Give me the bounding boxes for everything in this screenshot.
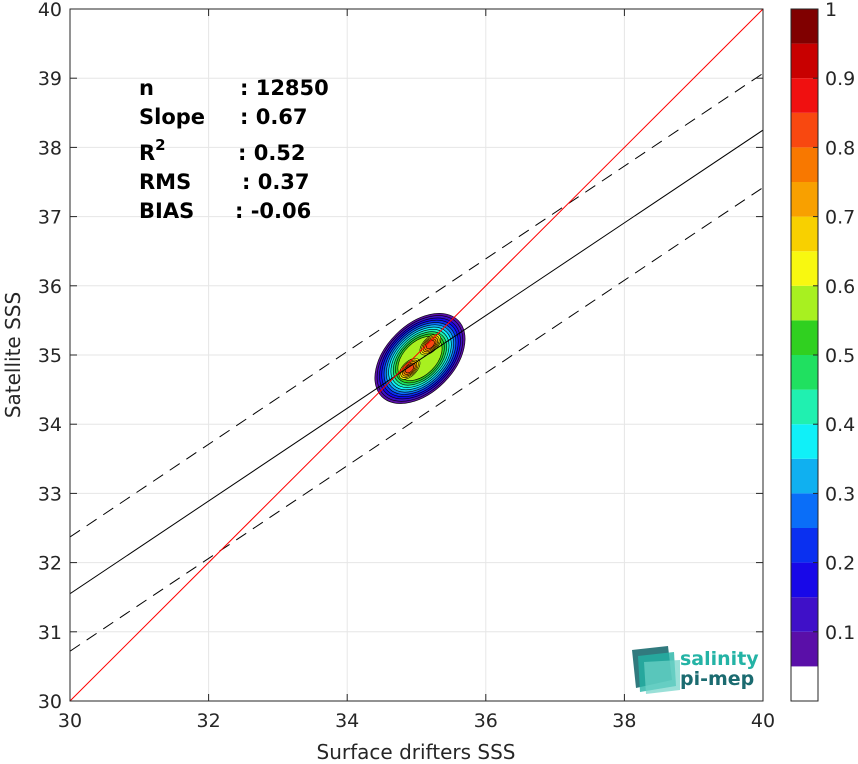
stat-label: n bbox=[139, 76, 154, 100]
colorbar-tick-label: 1 bbox=[825, 0, 837, 21]
colorbar-segment bbox=[791, 9, 818, 44]
colorbar-segment bbox=[791, 43, 818, 79]
y-tick-label: 31 bbox=[38, 622, 62, 644]
colorbar-segment bbox=[791, 78, 818, 113]
stat-value: : 0.52 bbox=[238, 141, 306, 165]
colorbar-segment bbox=[791, 597, 818, 632]
colorbar-segment bbox=[791, 562, 818, 598]
y-tick-label: 40 bbox=[38, 0, 62, 21]
stat-value: : 0.37 bbox=[242, 170, 310, 194]
colorbar-segment bbox=[791, 666, 818, 701]
stat-label: BIAS bbox=[139, 199, 194, 223]
x-tick-label: 40 bbox=[751, 710, 775, 732]
colorbar-tick-label: 0.7 bbox=[825, 207, 855, 229]
x-axis-label: Surface drifters SSS bbox=[317, 740, 516, 764]
y-tick-label: 35 bbox=[38, 345, 62, 367]
y-axis-label: Satellite SSS bbox=[1, 292, 25, 418]
colorbar-segment bbox=[791, 112, 818, 148]
identity-line bbox=[70, 9, 763, 701]
stat-label: RMS bbox=[139, 170, 191, 194]
y-tick-label: 30 bbox=[38, 691, 62, 713]
colorbar-segment bbox=[791, 389, 818, 425]
colorbar-tick-label: 0.5 bbox=[825, 345, 855, 367]
colorbar-segment bbox=[791, 285, 818, 321]
stat-label: Slope bbox=[139, 105, 205, 129]
colorbar-segment bbox=[791, 528, 818, 563]
salinity-pi-mep-logo: salinity pi-mep bbox=[632, 646, 759, 694]
y-tick-label: 37 bbox=[38, 207, 62, 229]
colorbar-tick-label: 0.6 bbox=[825, 276, 855, 298]
stat-value: : 0.67 bbox=[240, 105, 308, 129]
colorbar-segment bbox=[791, 458, 818, 494]
y-tick-label: 39 bbox=[38, 68, 62, 90]
reference-lines bbox=[70, 9, 763, 701]
x-tick-label: 38 bbox=[612, 710, 636, 732]
colorbar-tick-label: 0.8 bbox=[825, 137, 855, 159]
logo-wave-icon bbox=[632, 646, 680, 694]
y-tick-label: 36 bbox=[38, 276, 62, 298]
logo-line2: pi-mep bbox=[680, 668, 754, 690]
stat-value: : -0.06 bbox=[235, 199, 311, 223]
stat-value: : 12850 bbox=[240, 76, 329, 100]
density-peak-contour bbox=[405, 364, 414, 374]
colorbar-tick-label: 0.1 bbox=[825, 622, 855, 644]
colorbar-tick-label: 0.3 bbox=[825, 483, 855, 505]
colorbar: 0.1 0.2 0.3 0.4 0.5 0.6 0.7 0.8 0.9 1 bbox=[790, 0, 855, 702]
x-tick-label: 30 bbox=[58, 710, 82, 732]
colorbar-segment bbox=[791, 355, 818, 390]
colorbar-segment bbox=[791, 320, 818, 355]
y-axis-ticks: 30 31 32 33 34 35 36 37 38 39 40 bbox=[38, 0, 763, 713]
colorbar-segment bbox=[791, 493, 818, 528]
stat-superscript: 2 bbox=[155, 136, 165, 154]
y-tick-label: 32 bbox=[38, 553, 62, 575]
colorbar-segment bbox=[791, 216, 818, 252]
x-tick-label: 32 bbox=[197, 710, 221, 732]
x-tick-label: 36 bbox=[474, 710, 498, 732]
y-tick-label: 34 bbox=[38, 414, 62, 436]
colorbar-segment bbox=[791, 182, 818, 217]
colorbar-segment bbox=[791, 147, 818, 182]
density-contours bbox=[374, 313, 466, 404]
colorbar-segment bbox=[791, 424, 818, 459]
colorbar-segment bbox=[791, 631, 818, 667]
logo-line1: salinity bbox=[680, 648, 759, 670]
x-tick-label: 34 bbox=[335, 710, 359, 732]
x-axis-ticks: 30 32 34 36 38 40 bbox=[58, 9, 775, 732]
y-tick-label: 33 bbox=[38, 483, 62, 505]
regression-line bbox=[70, 129, 763, 595]
colorbar-tick-label: 0.4 bbox=[825, 414, 855, 436]
y-tick-label: 38 bbox=[38, 137, 62, 159]
colorbar-tick-label: 0.2 bbox=[825, 553, 855, 575]
colorbar-tick-label: 0.9 bbox=[825, 68, 855, 90]
grid bbox=[69, 8, 764, 702]
colorbar-segment bbox=[791, 251, 818, 286]
